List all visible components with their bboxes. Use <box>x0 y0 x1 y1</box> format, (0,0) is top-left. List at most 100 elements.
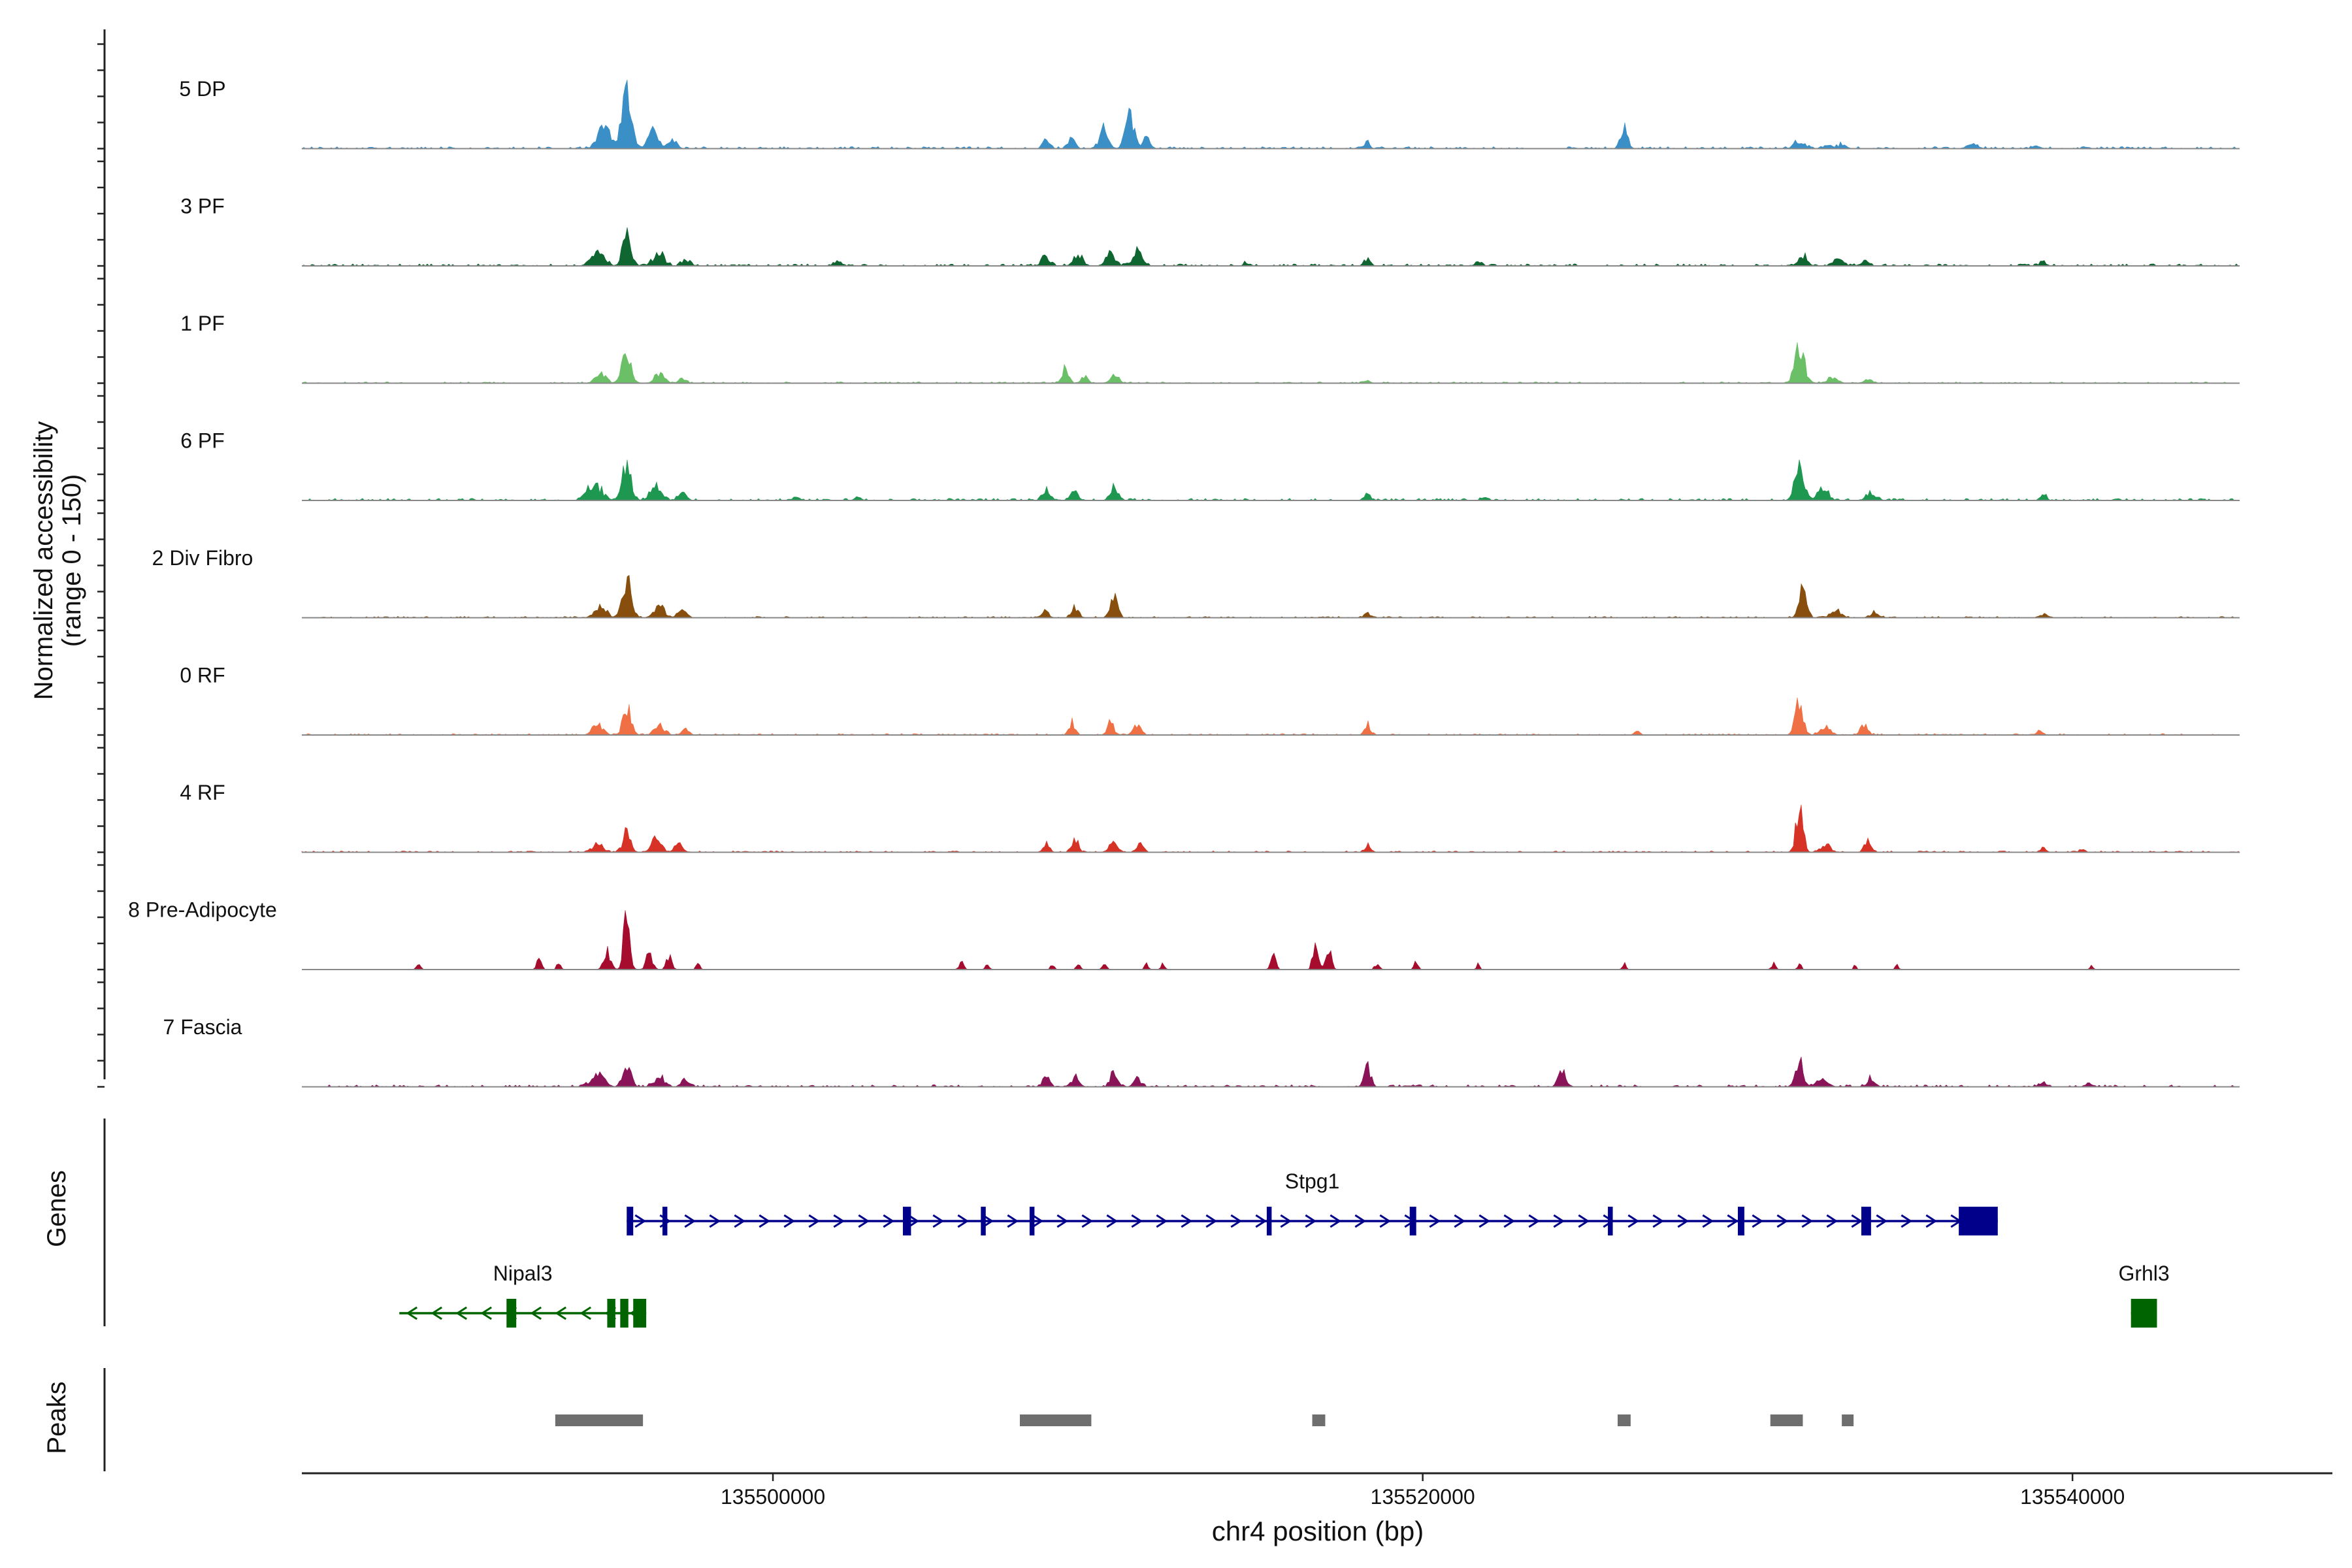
coverage-area <box>301 1056 2240 1087</box>
strand-arrow <box>1056 1214 1069 1228</box>
track-3-pf: 3 PF <box>180 195 2240 267</box>
x-tick-label: 135520000 <box>1371 1485 1475 1509</box>
strand-arrow <box>1379 1214 1392 1228</box>
genes-axis-label: Genes <box>42 1170 71 1247</box>
track-0-rf: 0 RF <box>180 664 2240 736</box>
strand-arrow <box>530 1306 542 1320</box>
track-label: 3 PF <box>180 195 225 218</box>
exon <box>1266 1207 1272 1235</box>
strand-arrow <box>580 1306 591 1320</box>
strand-arrow <box>1702 1214 1714 1228</box>
strand-arrow <box>1776 1214 1789 1228</box>
strand-arrow <box>1429 1214 1441 1228</box>
strand-arrow <box>1280 1214 1292 1228</box>
strand-arrow <box>1205 1214 1218 1228</box>
track-label: 6 PF <box>180 429 225 453</box>
strand-arrow <box>1106 1214 1119 1228</box>
exon <box>1608 1207 1613 1235</box>
track-6-pf: 6 PF <box>180 429 2240 501</box>
track-7-fascia: 7 Fascia <box>163 1015 2240 1088</box>
track-label: 2 Div Fibro <box>152 546 253 570</box>
strand-arrow <box>858 1214 870 1228</box>
y-axis-range-label: (range 0 - 150) <box>57 474 86 647</box>
gene-name-label: Grhl3 <box>2118 1262 2169 1285</box>
exon <box>1737 1207 1744 1235</box>
strand-arrow <box>734 1214 746 1228</box>
strand-arrow <box>982 1214 994 1228</box>
exon <box>1959 1207 1998 1235</box>
exon <box>1029 1207 1035 1235</box>
strand-arrow <box>406 1306 417 1320</box>
peak-region <box>1842 1414 1854 1426</box>
strand-arrow <box>431 1306 442 1320</box>
gene-name-label: Nipal3 <box>493 1262 553 1285</box>
strand-arrow <box>1901 1214 1913 1228</box>
strand-arrow <box>932 1214 945 1228</box>
track-4-rf: 4 RF <box>180 781 2240 853</box>
peaks-panel <box>103 1368 1854 1471</box>
gene-grhl3: Grhl3 <box>2118 1262 2170 1328</box>
peak-region <box>1770 1414 1803 1426</box>
peaks-axis-label: Peaks <box>42 1381 71 1454</box>
coverage-y-axis <box>97 29 106 1088</box>
strand-arrow <box>1578 1214 1590 1228</box>
strand-arrow <box>1652 1214 1665 1228</box>
strand-arrow <box>1677 1214 1690 1228</box>
exon <box>662 1207 668 1235</box>
peak-region <box>1312 1414 1326 1426</box>
strand-arrow <box>634 1214 647 1228</box>
strand-arrow <box>1478 1214 1491 1228</box>
strand-arrow <box>1007 1214 1019 1228</box>
strand-arrow <box>1305 1214 1317 1228</box>
strand-arrow <box>1925 1214 1938 1228</box>
strand-arrow <box>1330 1214 1342 1228</box>
strand-arrow <box>833 1214 845 1228</box>
coverage-area <box>301 80 2240 149</box>
coverage-area <box>301 697 2240 736</box>
track-label: 7 Fascia <box>163 1015 242 1039</box>
strand-arrow <box>1553 1214 1565 1228</box>
strand-arrow <box>1454 1214 1466 1228</box>
exon <box>2131 1299 2157 1328</box>
strand-arrow <box>480 1306 492 1320</box>
track-label: 8 Pre-Adipocyte <box>128 898 277 922</box>
strand-arrow <box>1181 1214 1193 1228</box>
track-1-pf: 1 PF <box>180 312 2240 384</box>
exon <box>506 1299 517 1328</box>
genes-panel: Stpg1 Nipal3 Grhl3 <box>103 1119 2170 1328</box>
exon <box>1861 1207 1871 1235</box>
peak-region <box>1019 1414 1092 1426</box>
track-8-pre-adipocyte: 8 Pre-Adipocyte <box>128 898 2240 970</box>
strand-arrow <box>1851 1214 1863 1228</box>
exon <box>981 1207 986 1235</box>
strand-arrow <box>1230 1214 1243 1228</box>
coverage-area <box>302 459 2240 501</box>
x-tick-label: 135540000 <box>2020 1485 2125 1509</box>
strand-arrow <box>1503 1214 1516 1228</box>
exon <box>1409 1207 1416 1235</box>
y-axis-label: Normalized accessibility <box>29 421 58 700</box>
strand-arrow <box>1255 1214 1267 1228</box>
strand-arrow <box>1081 1214 1094 1228</box>
coverage-tracks: 5 DP 3 PF 1 PF 6 PF 2 Div Fibro 0 RF 4 RF 8 Pre… <box>128 77 2240 1088</box>
strand-arrow <box>1354 1214 1367 1228</box>
track-5-dp: 5 DP <box>179 77 2240 150</box>
strand-arrow <box>759 1214 771 1228</box>
strand-arrow <box>709 1214 721 1228</box>
track-label: 4 RF <box>180 781 225 804</box>
gene-name-label: Stpg1 <box>1285 1169 1340 1193</box>
strand-arrow <box>907 1214 920 1228</box>
peak-region <box>1617 1414 1631 1426</box>
x-axis-label: chr4 position (bp) <box>1212 1516 1424 1546</box>
track-label: 0 RF <box>180 664 225 687</box>
strand-arrow <box>1826 1214 1838 1228</box>
strand-arrow <box>1876 1214 1888 1228</box>
track-label: 5 DP <box>179 77 225 101</box>
strand-arrow <box>684 1214 696 1228</box>
coverage-area <box>301 342 2240 384</box>
peak-region <box>555 1414 644 1426</box>
strand-arrow <box>1752 1214 1764 1228</box>
strand-arrow <box>1627 1214 1640 1228</box>
strand-arrow <box>1131 1214 1143 1228</box>
coverage-area <box>301 804 2240 853</box>
